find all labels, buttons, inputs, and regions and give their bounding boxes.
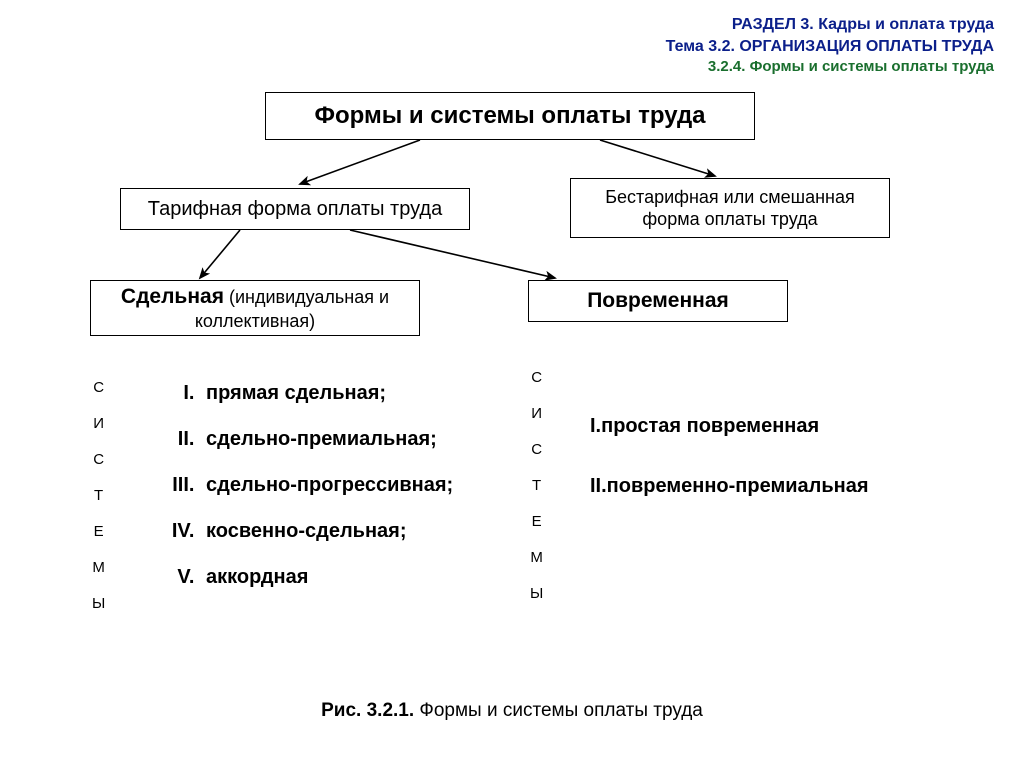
node-root-label: Формы и системы оплаты труда <box>314 102 705 130</box>
node-piecework-rest: (индивидуальная и коллективная) <box>195 287 389 331</box>
caption-bold: Рис. 3.2.1. <box>321 700 414 721</box>
piecework-system-item: косвенно-сдельная; <box>200 508 475 554</box>
node-nontariff: Бестарифная или смешанная форма оплаты т… <box>570 178 890 238</box>
systems-letter: М <box>92 550 105 586</box>
systems-letter: Ы <box>530 576 543 612</box>
header-line-2: Тема 3.2. ОРГАНИЗАЦИЯ ОПЛАТЫ ТРУДА <box>666 36 994 58</box>
node-tariff-label: Тарифная форма оплаты труда <box>148 198 442 221</box>
arrow-edge <box>600 140 715 176</box>
arrow-edge <box>200 230 240 278</box>
node-root: Формы и системы оплаты труда <box>265 92 755 140</box>
piecework-ol: прямая сдельная;сдельно-премиальная;сдел… <box>145 370 475 600</box>
timework-system-item: II.повременно-премиальная <box>590 460 950 512</box>
page: РАЗДЕЛ 3. Кадры и оплата труда Тема 3.2.… <box>0 0 1024 767</box>
header-line-3: 3.2.4. Формы и системы оплаты труда <box>666 57 994 77</box>
node-piecework-label: Сдельная (индивидуальная и коллективная) <box>99 284 411 333</box>
node-nontariff-label: Бестарифная или смешанная форма оплаты т… <box>581 186 879 231</box>
piecework-system-item: аккордная <box>200 554 475 600</box>
systems-letter: Е <box>92 514 105 550</box>
arrow-edge <box>350 230 555 278</box>
systems-letter: С <box>530 360 543 396</box>
node-timework: Повременная <box>528 280 788 322</box>
timework-systems-list: I.простая повременная II.повременно-преми… <box>590 400 950 520</box>
systems-label-right: СИСТЕМЫ <box>530 360 543 612</box>
systems-letter: С <box>92 442 105 478</box>
systems-label-left: СИСТЕМЫ <box>92 370 105 622</box>
piecework-system-item: сдельно-премиальная; <box>200 416 475 462</box>
figure-caption: Рис. 3.2.1. Формы и системы оплаты труда <box>0 700 1024 722</box>
caption-rest: Формы и системы оплаты труда <box>414 700 703 721</box>
systems-letter: И <box>92 406 105 442</box>
piecework-systems-list: прямая сдельная;сдельно-премиальная;сдел… <box>145 370 475 600</box>
systems-letter: И <box>530 396 543 432</box>
systems-letter: С <box>530 432 543 468</box>
systems-letter: М <box>530 540 543 576</box>
systems-letter: С <box>92 370 105 406</box>
piecework-system-item: прямая сдельная; <box>200 370 475 416</box>
node-tariff: Тарифная форма оплаты труда <box>120 188 470 230</box>
arrow-edge <box>300 140 420 184</box>
node-piecework-bold: Сдельная <box>121 285 224 308</box>
piecework-system-item: сдельно-прогрессивная; <box>200 462 475 508</box>
node-timework-label: Повременная <box>587 289 729 313</box>
header-line-1: РАЗДЕЛ 3. Кадры и оплата труда <box>666 14 994 36</box>
node-piecework: Сдельная (индивидуальная и коллективная) <box>90 280 420 336</box>
systems-letter: Е <box>530 504 543 540</box>
systems-letter: Т <box>530 468 543 504</box>
timework-system-item: I.простая повременная <box>590 400 950 452</box>
systems-letter: Ы <box>92 586 105 622</box>
page-header: РАЗДЕЛ 3. Кадры и оплата труда Тема 3.2.… <box>666 14 994 77</box>
systems-letter: Т <box>92 478 105 514</box>
